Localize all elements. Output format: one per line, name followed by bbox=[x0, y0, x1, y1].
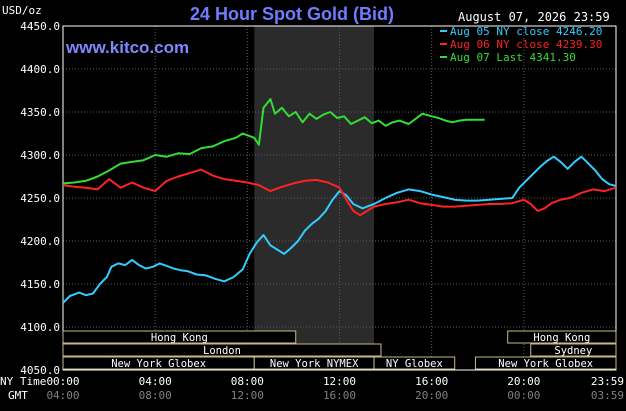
x-tick-ny: 12:00 bbox=[323, 375, 356, 388]
series-line-3 bbox=[62, 98, 485, 185]
timestamp: August 07, 2026 23:59 bbox=[458, 10, 610, 24]
y-tick-label: 4400.0 bbox=[20, 63, 60, 76]
y-tick-label: 4350.0 bbox=[20, 106, 60, 119]
x-axis-gmt-label: GMT bbox=[8, 389, 28, 402]
series-lines bbox=[62, 98, 617, 304]
x-tick-gmt: 16:00 bbox=[323, 389, 356, 402]
y-tick-labels: 4450.0 4400.0 4350.0 4300.0 4250.0 4200.0 4150… bbox=[20, 20, 60, 377]
x-tick-gmt: 20:00 bbox=[415, 389, 448, 402]
x-tick-gmt: 12:00 bbox=[231, 389, 264, 402]
site-label: www.kitco.com bbox=[65, 38, 189, 57]
session-box bbox=[373, 356, 456, 370]
session-label: NY Globex bbox=[386, 358, 443, 370]
series-line-2 bbox=[62, 168, 617, 217]
session-label: New York NYMEX bbox=[270, 358, 359, 370]
x-tick-ny: 00:00 bbox=[46, 375, 79, 388]
x-tick-ny: 16:00 bbox=[415, 375, 448, 388]
legend-entry: Aug 06 NY close 4239.30 bbox=[450, 38, 602, 51]
session-box bbox=[530, 343, 617, 357]
session-label: London bbox=[203, 345, 241, 357]
chart-title: 24 Hour Spot Gold (Bid) bbox=[190, 4, 394, 24]
y-tick-label: 4300.0 bbox=[20, 149, 60, 162]
nymex-shaded-region bbox=[254, 26, 375, 370]
y-tick-label: 4150.0 bbox=[20, 278, 60, 291]
legend-entry: Aug 05 NY close 4246.20 bbox=[450, 25, 602, 38]
x-tick-gmt: 00:00 bbox=[507, 389, 540, 402]
y-tick-label: 4200.0 bbox=[20, 235, 60, 248]
x-tick-gmt: 03:59 bbox=[591, 389, 624, 402]
x-tick-ny: 08:00 bbox=[231, 375, 264, 388]
y-axis-label: USD/oz bbox=[2, 4, 42, 17]
session-label: Hong Kong bbox=[533, 332, 590, 344]
session-label: New York Globex bbox=[498, 358, 593, 370]
legend-entry: Aug 07 Last 4341.30 bbox=[450, 51, 576, 64]
session-box bbox=[474, 356, 617, 370]
session-label: Hong Kong bbox=[151, 332, 208, 344]
x-tick-ny: 23:59 bbox=[591, 375, 624, 388]
session-box bbox=[507, 330, 617, 344]
session-box bbox=[62, 343, 382, 357]
x-tick-ny: 20:00 bbox=[507, 375, 540, 388]
plot-border bbox=[62, 25, 617, 371]
x-axis-ny-label: NY Time bbox=[0, 375, 46, 388]
session-label: New York Globex bbox=[111, 358, 206, 370]
y-tick-label: 4450.0 bbox=[20, 20, 60, 33]
x-tick-gmt: 08:00 bbox=[139, 389, 172, 402]
session-box bbox=[62, 330, 297, 344]
y-tick-label: 4050.0 bbox=[20, 364, 60, 377]
x-tick-ny: 04:00 bbox=[139, 375, 172, 388]
y-tick-label: 4100.0 bbox=[20, 321, 60, 334]
series-line-1 bbox=[62, 155, 617, 304]
x-tick-labels: 00:00 04:00 08:00 12:00 16:00 20:00 23:5904:00… bbox=[46, 375, 624, 402]
session-label: Sydney bbox=[554, 345, 592, 357]
x-tick-gmt: 04:00 bbox=[46, 389, 79, 402]
y-tick-label: 4250.0 bbox=[20, 192, 60, 205]
